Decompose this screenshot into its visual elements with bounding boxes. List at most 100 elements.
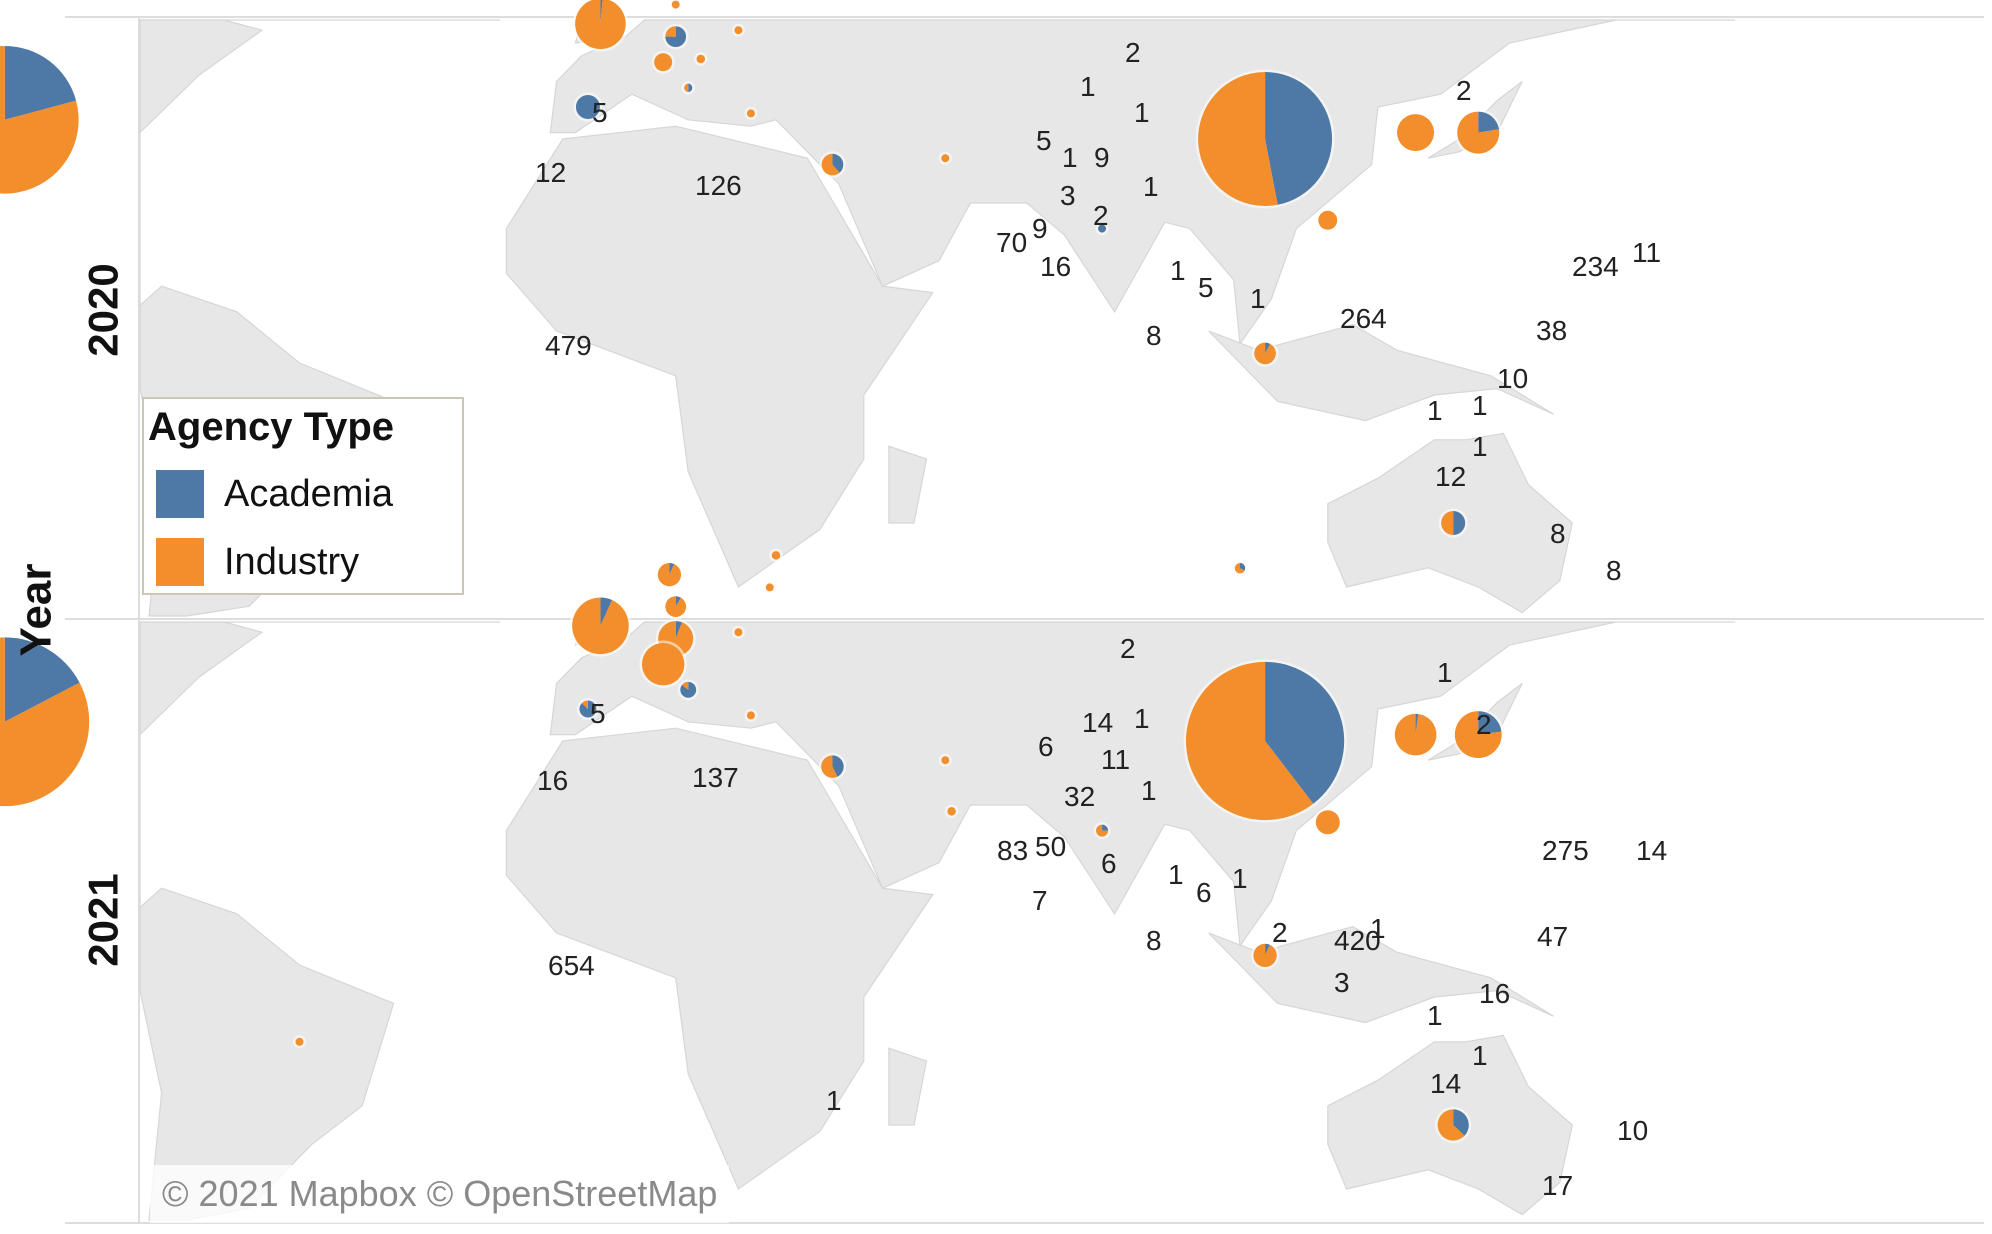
pie-slice-industry [1397,114,1435,152]
data-label: 9 [1032,213,1048,244]
pie-marker-2021-poland[interactable] [731,625,745,639]
pie-marker-2020-spain[interactable] [573,92,603,122]
pie-slice-academia [1265,72,1333,205]
pie-slice-academia [1415,713,1419,735]
pie-slice-industry [1457,111,1500,154]
pie-slice-academia [675,596,681,607]
data-label: 5 [1198,272,1214,303]
pie-marker-2020-italy[interactable] [681,81,695,95]
legend-item-academia[interactable]: Academia [148,460,462,528]
pie-marker-2021-switzerland[interactable] [639,640,687,688]
pie-marker-2021-denmark[interactable] [662,593,689,620]
pie-marker-2021-singapore[interactable] [1250,941,1280,970]
pie-slice-industry [746,711,755,720]
pie-slice-academia [680,681,697,698]
pie-slice-academia [1265,943,1270,956]
pie-marker-2021-italy[interactable] [677,679,699,701]
pie-marker-2021-finland[interactable] [769,548,783,563]
pie-marker-2020-denmark[interactable] [669,0,683,12]
pie-slice-industry [1185,661,1314,821]
pie-marker-2020-hong-kong[interactable] [1315,208,1340,233]
pie-marker-2020-united-states[interactable] [0,43,82,197]
land-shape [139,19,264,319]
data-label: 1 [1427,1000,1443,1031]
pie-marker-2021-estonia[interactable] [763,580,777,594]
legend-swatch-academia [156,470,204,518]
data-label: 5 [592,97,608,128]
data-label: 17 [1542,1170,1573,1201]
data-label: 12 [535,157,566,188]
pie-marker-2020-austria[interactable] [694,52,708,66]
pie-marker-2021-china[interactable] [1183,659,1347,823]
pie-marker-2020-poland[interactable] [731,23,745,37]
pie-marker-2020-singapore[interactable] [1251,340,1279,367]
pie-slice-academia [1098,224,1107,233]
pie-marker-2020-iran[interactable] [938,151,952,165]
pie-marker-2021-australia[interactable] [1435,1106,1472,1144]
pie-marker-2020-south-korea[interactable] [1394,111,1437,154]
pie-slice-industry [1315,810,1340,835]
pie-marker-2021-united-states[interactable] [0,634,92,809]
pie-marker-2021-israel[interactable] [818,752,847,781]
legend: Agency Type Academia Industry [142,397,464,595]
pie-slice-academia [600,597,613,626]
legend-swatch-industry [156,538,204,586]
pie-marker-2021-norway[interactable] [655,560,684,589]
pie-marker-2021-brazil[interactable] [293,1035,306,1049]
pie-slice-industry [734,26,743,35]
pie-marker-2020-china[interactable] [1195,69,1335,209]
pie-marker-2021-uae[interactable] [944,804,959,819]
pie-marker-2021-iran[interactable] [938,753,952,767]
data-label: 275 [1542,835,1589,866]
pie-marker-2021-russia[interactable] [1232,560,1248,576]
pie-marker-2020-germany[interactable] [662,23,689,50]
pie-slice-academia [575,95,600,119]
data-label: 14 [1430,1068,1461,1099]
pie-slice-academia [688,83,693,93]
land-shape [505,125,934,588]
pie-slice-industry [682,681,689,690]
pie-marker-2020-switzerland[interactable] [651,50,675,74]
data-label: 654 [548,950,595,981]
data-label: 6 [1038,731,1054,762]
pie-marker-2021-south-korea[interactable] [1392,711,1439,758]
pie-marker-2020-greece[interactable] [744,106,758,120]
pie-slice-industry [581,700,588,709]
pie-marker-2021-spain[interactable] [576,698,599,720]
pie-marker-2021-japan[interactable] [1452,708,1505,761]
pie-marker-2020-australia[interactable] [1438,508,1468,538]
pie-slice-industry [1318,210,1338,230]
map-attribution[interactable]: © 2021 Mapbox © OpenStreetMap [150,1165,730,1223]
pie-slice-industry [746,109,755,118]
data-label: 1 [1370,913,1386,944]
pie-marker-2020-united-kingdom[interactable] [572,0,629,52]
pie-marker-2021-united-kingdom[interactable] [569,594,632,657]
data-label: 10 [1497,363,1528,394]
data-label: 2 [1093,200,1109,231]
pie-slice-academia [832,153,844,173]
pie-marker-2021-hong-kong[interactable] [1313,807,1343,837]
land-shape [888,1047,928,1126]
data-label: 38 [1536,315,1567,346]
pie-slice-industry [657,562,682,587]
data-label: 47 [1537,921,1568,952]
pie-slice-academia [1453,511,1466,535]
pie-slice-academia [1265,342,1271,354]
data-label: 8 [1146,320,1162,351]
pie-slice-industry [1253,943,1277,968]
data-label: 2 [1456,75,1472,106]
pie-slice-industry [1254,342,1276,365]
data-label: 1 [1134,97,1150,128]
pie-slice-academia [1240,563,1246,571]
pie-marker-2020-india[interactable] [1095,222,1109,236]
pie-slice-academia [1478,111,1499,133]
pie-marker-2020-israel[interactable] [819,151,846,178]
pie-marker-2021-india[interactable] [1093,822,1111,840]
pie-slice-industry [665,26,676,37]
pie-marker-2020-japan[interactable] [1454,109,1502,157]
data-label: 2 [1120,633,1136,664]
data-label: 6 [1196,877,1212,908]
pie-marker-2021-greece[interactable] [744,708,758,722]
legend-item-industry[interactable]: Industry [148,528,462,596]
